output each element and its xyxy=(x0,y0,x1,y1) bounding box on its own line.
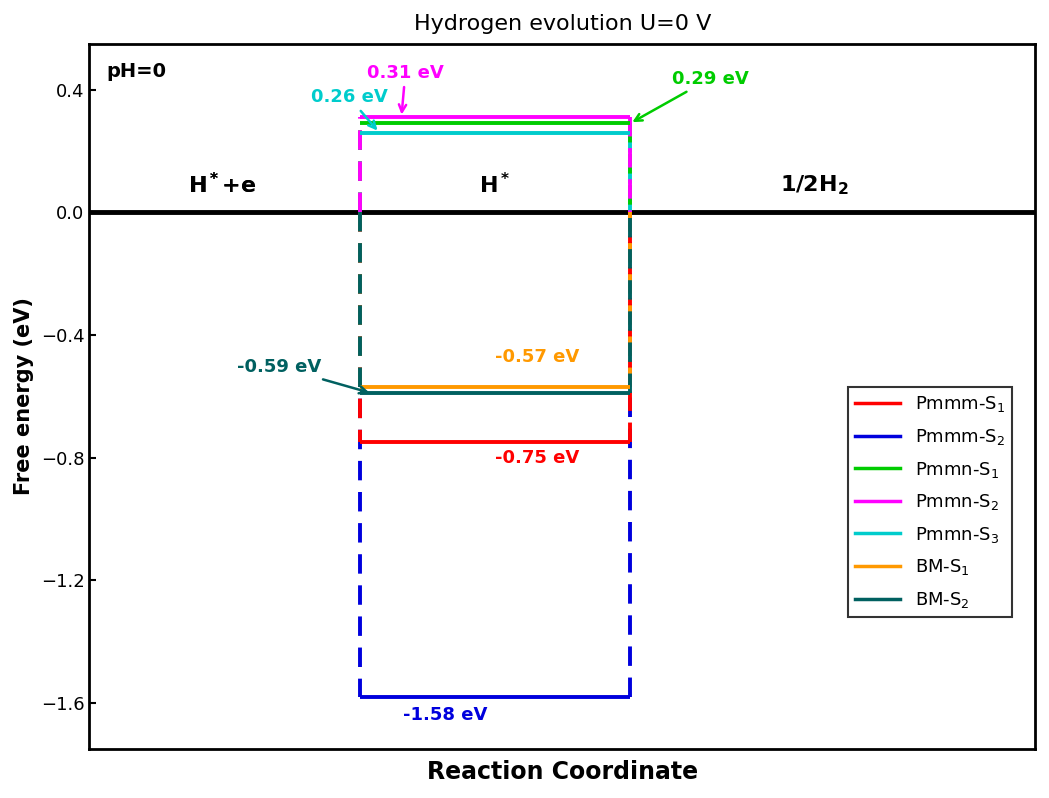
Legend: Pmmm-S$_1$, Pmmm-S$_2$, Pmmn-S$_1$, Pmmn-S$_2$, Pmmn-S$_3$, BM-S$_1$, BM-S$_2$: Pmmm-S$_1$, Pmmm-S$_2$, Pmmn-S$_1$, Pmmn… xyxy=(848,387,1012,618)
Y-axis label: Free energy (eV): Free energy (eV) xyxy=(14,298,34,496)
Text: pH=0: pH=0 xyxy=(107,62,167,81)
Text: -0.75 eV: -0.75 eV xyxy=(495,448,579,467)
Text: -0.59 eV: -0.59 eV xyxy=(237,358,366,393)
Text: -0.57 eV: -0.57 eV xyxy=(495,348,579,365)
Title: Hydrogen evolution U=0 V: Hydrogen evolution U=0 V xyxy=(413,14,711,34)
Text: $\mathbf{1/2H_2}$: $\mathbf{1/2H_2}$ xyxy=(779,173,849,197)
X-axis label: Reaction Coordinate: Reaction Coordinate xyxy=(427,760,698,784)
Text: 0.29 eV: 0.29 eV xyxy=(635,69,748,120)
Text: 0.26 eV: 0.26 eV xyxy=(311,88,387,128)
Text: 0.31 eV: 0.31 eV xyxy=(367,64,444,112)
Text: $\mathbf{H^*}$+e: $\mathbf{H^*}$+e xyxy=(188,172,255,197)
Text: -1.58 eV: -1.58 eV xyxy=(404,706,488,724)
Text: $\mathbf{H^*}$: $\mathbf{H^*}$ xyxy=(479,172,511,197)
Text: $\mathbf{H^*}$+e: $\mathbf{H^*}$+e xyxy=(188,172,256,197)
